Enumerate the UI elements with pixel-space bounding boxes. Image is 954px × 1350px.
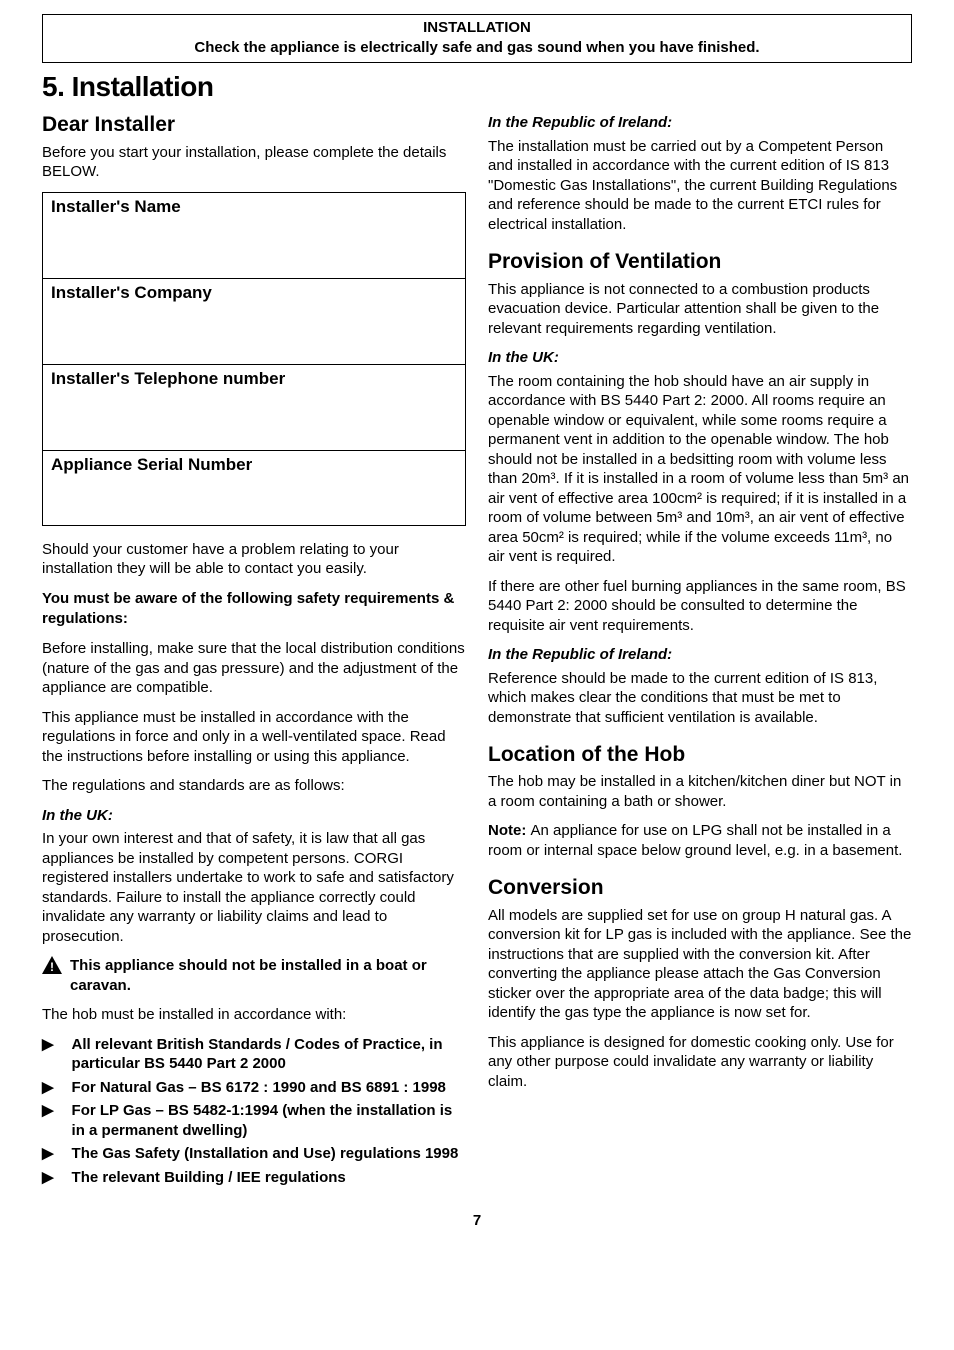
page-number: 7 xyxy=(42,1211,912,1231)
form-label-name: Installer's Name xyxy=(51,196,457,218)
warning-icon: ! xyxy=(42,956,62,995)
form-row-company[interactable]: Installer's Company xyxy=(43,279,465,365)
header-line1: INSTALLATION xyxy=(49,18,905,38)
header-line2: Check the appliance is electrically safe… xyxy=(49,38,905,58)
form-row-serial[interactable]: Appliance Serial Number xyxy=(43,451,465,525)
warning-block: ! This appliance should not be installed… xyxy=(42,956,466,995)
list-item-text: For LP Gas – BS 5482-1:1994 (when the in… xyxy=(72,1101,466,1140)
safety-requirements-heading: You must be aware of the following safet… xyxy=(42,589,466,630)
list-item: ▶ All relevant British Standards / Codes … xyxy=(42,1035,466,1074)
list-item: ▶ The Gas Safety (Installation and Use) r… xyxy=(42,1144,466,1164)
roi-heading-2: In the Republic of Ireland: xyxy=(488,645,912,665)
triangle-icon: ▶ xyxy=(42,1078,54,1098)
form-row-name[interactable]: Installer's Name xyxy=(43,193,465,279)
roi-text-2: Reference should be made to the current … xyxy=(488,669,912,728)
list-item: ▶ The relevant Building / IEE regulations xyxy=(42,1168,466,1188)
ventilation-text: This appliance is not connected to a com… xyxy=(488,280,912,339)
uk-ventilation-text: The room containing the hob should have … xyxy=(488,372,912,567)
svg-text:!: ! xyxy=(50,960,54,974)
standards-list: ▶ All relevant British Standards / Codes … xyxy=(42,1035,466,1188)
roi-text-1: The installation must be carried out by … xyxy=(488,137,912,235)
note-lead: Note: xyxy=(488,822,531,839)
location-heading: Location of the Hob xyxy=(488,741,912,768)
intro-text: Before you start your installation, plea… xyxy=(42,143,466,182)
conversion-text-1: All models are supplied set for use on g… xyxy=(488,906,912,1023)
triangle-icon: ▶ xyxy=(42,1035,54,1074)
left-column: Dear Installer Before you start your ins… xyxy=(42,109,466,1197)
installer-form: Installer's Name Installer's Company Ins… xyxy=(42,192,466,526)
form-label-company: Installer's Company xyxy=(51,282,457,304)
list-item-text: All relevant British Standards / Codes o… xyxy=(72,1035,466,1074)
installation-header-box: INSTALLATION Check the appliance is elec… xyxy=(42,14,912,63)
triangle-icon: ▶ xyxy=(42,1168,54,1188)
form-label-serial: Appliance Serial Number xyxy=(51,454,457,476)
in-the-uk-heading-right: In the UK: xyxy=(488,348,912,368)
uk-law-text: In your own interest and that of safety,… xyxy=(42,829,466,946)
other-fuel-text: If there are other fuel burning applianc… xyxy=(488,577,912,636)
form-label-phone: Installer's Telephone number xyxy=(51,368,457,390)
note-paragraph: Note: An appliance for use on LPG shall … xyxy=(488,821,912,860)
location-text: The hob may be installed in a kitchen/ki… xyxy=(488,772,912,811)
roi-heading-1: In the Republic of Ireland: xyxy=(488,113,912,133)
in-the-uk-heading-left: In the UK: xyxy=(42,806,466,826)
conversion-text-2: This appliance is designed for domestic … xyxy=(488,1033,912,1092)
this-appliance-text: This appliance must be installed in acco… xyxy=(42,708,466,767)
dear-installer-heading: Dear Installer xyxy=(42,111,466,138)
list-item-text: For Natural Gas – BS 6172 : 1990 and BS … xyxy=(72,1078,446,1098)
list-item-text: The relevant Building / IEE regulations xyxy=(72,1168,346,1188)
regulations-intro: The regulations and standards are as fol… xyxy=(42,776,466,796)
should-customer-text: Should your customer have a problem rela… xyxy=(42,540,466,579)
section-title: 5. Installation xyxy=(42,69,912,105)
form-row-phone[interactable]: Installer's Telephone number xyxy=(43,365,465,451)
list-item: ▶ For Natural Gas – BS 6172 : 1990 and BS… xyxy=(42,1078,466,1098)
before-installing-text: Before installing, make sure that the lo… xyxy=(42,639,466,698)
hob-install-intro: The hob must be installed in accordance … xyxy=(42,1005,466,1025)
list-item: ▶ For LP Gas – BS 5482-1:1994 (when the i… xyxy=(42,1101,466,1140)
triangle-icon: ▶ xyxy=(42,1144,54,1164)
triangle-icon: ▶ xyxy=(42,1101,54,1140)
ventilation-heading: Provision of Ventilation xyxy=(488,248,912,275)
warning-text: This appliance should not be installed i… xyxy=(70,956,466,995)
list-item-text: The Gas Safety (Installation and Use) re… xyxy=(72,1144,459,1164)
note-body: An appliance for use on LPG shall not be… xyxy=(488,822,902,859)
two-column-layout: Dear Installer Before you start your ins… xyxy=(42,109,912,1197)
conversion-heading: Conversion xyxy=(488,874,912,901)
right-column: In the Republic of Ireland: The installa… xyxy=(488,109,912,1197)
